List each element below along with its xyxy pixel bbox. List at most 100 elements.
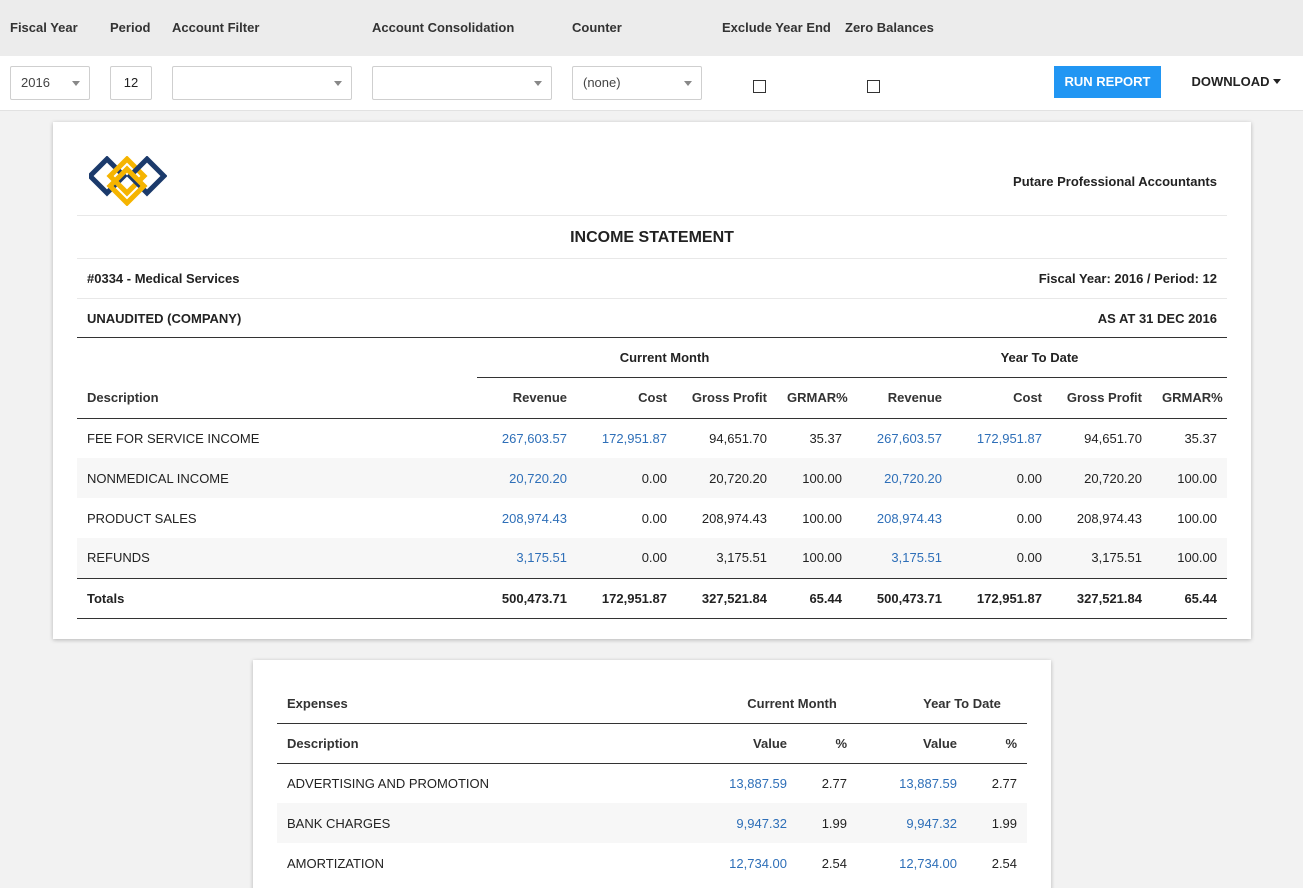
counter-label: Counter <box>572 20 622 35</box>
value-link[interactable]: 12,734.00 <box>899 855 958 871</box>
chevron-down-icon <box>334 81 342 86</box>
gross-profit-value: 3,175.51 <box>1052 538 1152 578</box>
col-description: Description <box>287 735 359 751</box>
divider <box>477 377 1227 378</box>
col-percent: % <box>835 735 848 751</box>
revenue-link[interactable]: 20,720.20 <box>852 458 952 498</box>
cost-value: 0.00 <box>577 458 677 498</box>
run-report-button[interactable]: RUN REPORT <box>1054 66 1161 98</box>
grmar-value: 35.37 <box>809 430 842 446</box>
gross-profit-value: 20,720.20 <box>677 458 777 498</box>
income-header-row: Description Revenue Cost Gross Profit GR… <box>77 378 1227 418</box>
table-row: FEE FOR SERVICE INCOME 267,603.57 172,95… <box>77 418 1227 458</box>
total-gross-profit: 327,521.84 <box>1052 577 1152 619</box>
grmar-value: 100.00 <box>1152 538 1227 578</box>
revenue-link[interactable]: 208,974.43 <box>876 510 942 526</box>
expenses-header-row: Description Value % Value % <box>277 723 1028 763</box>
download-label: DOWNLOAD <box>1191 74 1270 89</box>
cost-value: 0.00 <box>641 510 667 526</box>
download-button[interactable]: DOWNLOAD <box>1186 66 1286 98</box>
col-gross-profit: Gross Profit <box>691 390 767 406</box>
revenue-link[interactable]: 267,603.57 <box>501 430 567 446</box>
current-month-group-header: Current Month <box>619 350 710 365</box>
col-percent: % <box>1005 735 1018 751</box>
exclude-year-end-label: Exclude Year End <box>722 20 831 35</box>
value-link[interactable]: 13,887.59 <box>729 775 787 791</box>
counter-value: (none) <box>583 75 621 90</box>
table-row: BANK CHARGES 9,947.32 1.99 9,947.32 1.99 <box>277 803 1028 843</box>
expenses-table: Expenses Current Month Year To Date Desc… <box>277 684 1028 883</box>
firm-name: Putare Professional Accountants <box>1013 174 1217 189</box>
col-revenue: Revenue <box>887 390 942 406</box>
cost-value: 0.00 <box>952 538 1052 578</box>
period-input[interactable]: 12 <box>110 66 152 100</box>
percent-value: 1.99 <box>797 803 858 843</box>
year-to-date-group-header: Year To Date <box>923 695 1001 711</box>
expenses-section-label: Expenses <box>287 695 348 711</box>
cost-link[interactable]: 172,951.87 <box>976 430 1042 446</box>
total-grmar: 65.44 <box>1152 577 1227 619</box>
percent-value: 2.77 <box>991 775 1018 791</box>
value-link[interactable]: 13,887.59 <box>899 775 958 791</box>
percent-value: 2.54 <box>991 855 1018 871</box>
total-cost: 172,951.87 <box>952 577 1052 619</box>
counter-select[interactable]: (none) <box>572 66 702 100</box>
table-row: NONMEDICAL INCOME 20,720.20 0.00 20,720.… <box>77 458 1227 498</box>
revenue-link[interactable]: 3,175.51 <box>852 538 952 578</box>
revenue-link[interactable]: 208,974.43 <box>501 510 567 526</box>
table-row: PRODUCT SALES 208,974.43 0.00 208,974.43… <box>77 498 1227 538</box>
value-link[interactable]: 9,947.32 <box>857 803 968 843</box>
as-at-date: AS AT 31 DEC 2016 <box>1097 311 1217 326</box>
income-statement-card: Putare Professional Accountants INCOME S… <box>53 122 1251 639</box>
col-value: Value <box>753 735 787 751</box>
totals-row: Totals 500,473.71 172,951.87 327,521.84 … <box>77 577 1227 619</box>
col-cost: Cost <box>1013 390 1042 406</box>
year-to-date-group-header: Year To Date <box>1000 350 1079 365</box>
audit-status: UNAUDITED (COMPANY) <box>87 311 242 326</box>
account-filter-label: Account Filter <box>172 20 260 35</box>
percent-value: 1.99 <box>967 803 1028 843</box>
account-consolidation-select[interactable] <box>372 66 552 100</box>
col-grmar: GRMAR% <box>1162 390 1223 406</box>
report-title: INCOME STATEMENT <box>570 229 734 246</box>
total-revenue: 500,473.71 <box>852 577 952 619</box>
col-revenue: Revenue <box>512 390 567 406</box>
cost-link[interactable]: 172,951.87 <box>601 430 667 446</box>
total-grmar: 65.44 <box>777 577 852 619</box>
gross-profit-value: 20,720.20 <box>1052 458 1152 498</box>
entity-name: #0334 - Medical Services <box>87 271 240 286</box>
grmar-value: 100.00 <box>1177 510 1217 526</box>
gross-profit-value: 208,974.43 <box>701 510 767 526</box>
revenue-link[interactable]: 3,175.51 <box>477 538 577 578</box>
zero-balances-checkbox[interactable] <box>867 80 880 93</box>
fiscal-year-select[interactable]: 2016 <box>10 66 90 100</box>
grmar-value: 100.00 <box>802 510 842 526</box>
col-value: Value <box>923 735 958 751</box>
row-description: ADVERTISING AND PROMOTION <box>287 775 490 791</box>
row-description: BANK CHARGES <box>277 803 677 843</box>
income-table: Description Revenue Cost Gross Profit GR… <box>77 378 1227 619</box>
total-cost: 172,951.87 <box>577 577 677 619</box>
divider <box>77 258 1227 259</box>
gross-profit-value: 3,175.51 <box>677 538 777 578</box>
account-filter-select[interactable] <box>172 66 352 100</box>
cost-value: 0.00 <box>952 458 1052 498</box>
row-description: PRODUCT SALES <box>87 510 197 526</box>
table-row: ADVERTISING AND PROMOTION 13,887.59 2.77… <box>277 763 1027 803</box>
row-description: NONMEDICAL INCOME <box>77 458 477 498</box>
revenue-link[interactable]: 267,603.57 <box>876 430 942 446</box>
value-link[interactable]: 9,947.32 <box>677 803 797 843</box>
exclude-year-end-checkbox[interactable] <box>753 80 766 93</box>
expenses-group-row: Expenses Current Month Year To Date <box>277 684 1028 723</box>
gross-profit-value: 208,974.43 <box>1076 510 1142 526</box>
grmar-value: 35.37 <box>1184 430 1217 446</box>
row-description: AMORTIZATION <box>287 855 385 871</box>
col-grmar: GRMAR% <box>787 390 848 406</box>
account-consolidation-label: Account Consolidation <box>372 20 515 35</box>
value-link[interactable]: 12,734.00 <box>729 855 787 871</box>
totals-label: Totals <box>77 577 477 619</box>
filter-controls: 2016 12 (none) RUN REPORT DOWNLOAD <box>0 56 1303 111</box>
revenue-link[interactable]: 20,720.20 <box>477 458 577 498</box>
divider <box>77 215 1227 216</box>
fiscal-info: Fiscal Year: 2016 / Period: 12 <box>1038 271 1217 286</box>
